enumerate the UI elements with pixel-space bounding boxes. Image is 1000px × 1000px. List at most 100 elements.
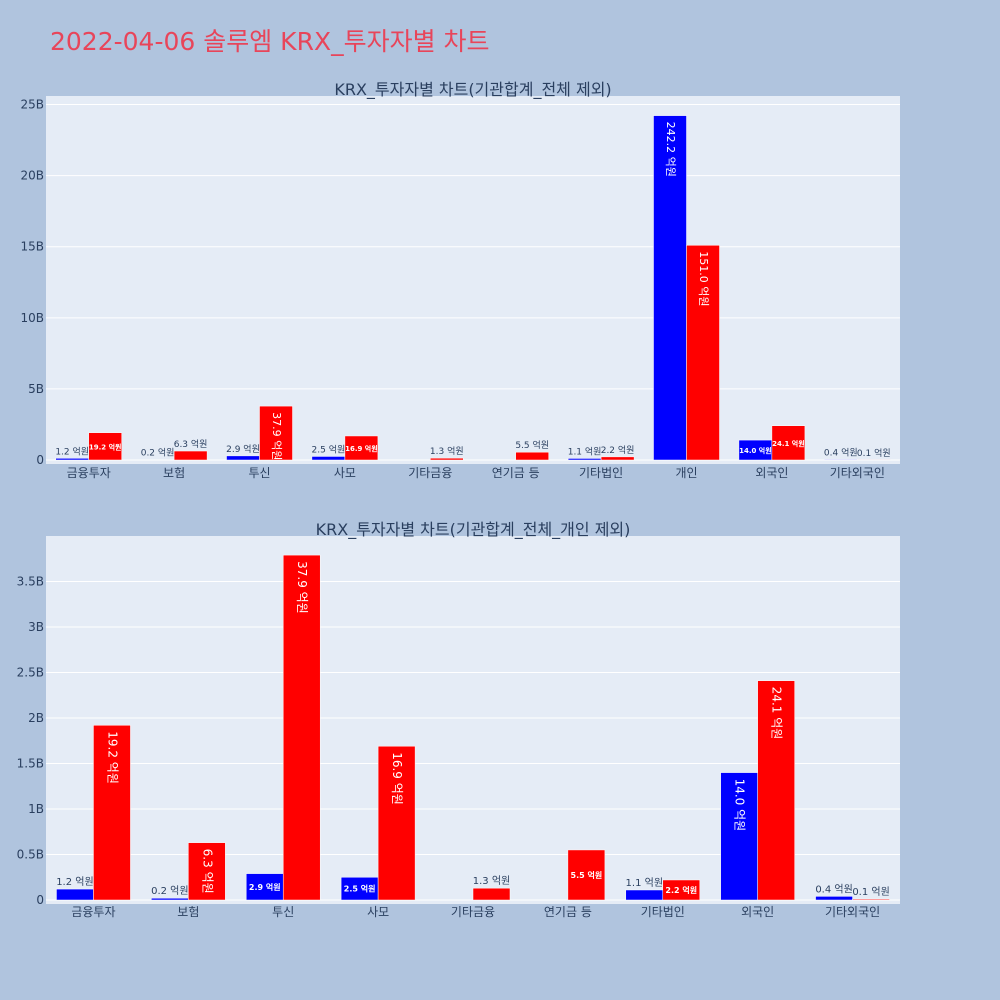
sell-bar (93, 725, 131, 901)
data-label: 0.2 억원 (141, 447, 175, 459)
buy-bar (824, 459, 858, 461)
data-label: 1.2 억원 (56, 876, 93, 888)
x-tick-label: 보험 (163, 466, 185, 480)
sell-bar (852, 898, 890, 901)
buy-bar (815, 896, 853, 901)
data-label: 5.5 억원 (571, 870, 603, 880)
data-label: 1.1 억원 (568, 445, 602, 457)
data-label: 242.2 억원 (664, 122, 677, 177)
data-label: 1.2 억원 (55, 445, 89, 457)
sell-bar (430, 457, 464, 461)
data-label: 6.3 억원 (200, 849, 214, 894)
data-label: 37.9 억원 (295, 561, 309, 614)
buy-bar (625, 889, 664, 901)
sell-bar (515, 451, 549, 461)
y-tick-label: 3.5B (17, 575, 44, 589)
data-label: 0.1 억원 (857, 447, 891, 459)
page-title: 2022-04-06 솔루엠 KRX_투자자별 차트 (50, 27, 490, 56)
chart-2: 0 0.5B 1B 1.5B 2B 2.5B 3B 3.5B KRX_투자자별 차트(기관합계_… (17, 520, 900, 919)
y-tick-label: 0 (36, 453, 44, 467)
sell-bar (686, 245, 720, 461)
data-label: 14.0 억원 (739, 446, 772, 455)
y-tick-label: 2.5B (17, 666, 44, 680)
x-tick-label: 투신 (272, 905, 294, 919)
sell-bar (188, 842, 226, 901)
data-label: 6.3 억원 (174, 438, 208, 450)
x-tick-label: 연기금 등 (492, 466, 540, 480)
data-label: 5.5 억원 (515, 439, 549, 451)
data-label: 16.9 억원 (345, 444, 378, 453)
x-tick-label: 사모 (334, 466, 356, 480)
x-tick-label: 개인 (675, 466, 697, 480)
data-label: 0.4 억원 (824, 446, 858, 458)
x-tick-label: 금융투자 (71, 905, 115, 919)
x-tick-label: 사모 (367, 905, 389, 919)
y-tick-label: 0 (36, 893, 44, 907)
x-tick-label: 기타금융 (408, 466, 452, 480)
sell-bar (282, 554, 321, 901)
x-tick-label: 기타외국인 (830, 466, 885, 480)
data-label: 2.2 억원 (601, 444, 635, 456)
y-tick-label: 1.5B (17, 757, 44, 771)
data-label: 0.2 억원 (151, 885, 188, 897)
buy-bar (151, 897, 189, 901)
buy-bar (311, 456, 346, 461)
plot-area (46, 96, 900, 464)
x-tick-label: 투신 (248, 466, 270, 480)
data-label: 2.9 억원 (226, 443, 260, 455)
data-label: 0.4 억원 (815, 883, 852, 895)
y-tick-label: 20B (20, 169, 44, 183)
sell-bar (600, 456, 635, 461)
x-tick-label: 외국인 (741, 905, 774, 919)
sell-bar (377, 745, 416, 901)
buy-bar (55, 458, 89, 461)
data-label: 16.9 억원 (390, 752, 404, 805)
data-label: 24.1 억원 (770, 687, 784, 740)
x-tick-label: 금융투자 (67, 466, 111, 480)
data-label: 19.2 억원 (105, 731, 119, 784)
sell-bar (344, 435, 379, 461)
sell-bar (88, 432, 122, 461)
buy-bar (567, 458, 602, 461)
buy-bar (245, 873, 284, 901)
data-label: 24.1 억원 (772, 439, 805, 448)
chart-title: KRX_투자자별 차트(기관합계_전체_개인 제외) (316, 520, 631, 540)
data-label: 19.2 억원 (89, 442, 122, 451)
sell-bar (771, 425, 806, 461)
buy-bar (226, 455, 260, 461)
y-tick-label: 0.5B (17, 848, 44, 862)
data-label: 1.3 억원 (473, 875, 510, 887)
sell-bar (662, 879, 701, 901)
chart-title: KRX_투자자별 차트(기관합계_전체 제외) (334, 80, 611, 100)
y-tick-label: 25B (20, 98, 44, 112)
y-tick-label: 5B (28, 382, 44, 396)
y-tick-label: 2B (28, 711, 44, 725)
x-tick-label: 기타외국인 (825, 905, 880, 919)
sell-bar (567, 849, 606, 901)
y-tick-label: 3B (28, 620, 44, 634)
chart-1: 0 5B 10B 15B 20B 25B KRX_투자자별 차트(기관합계_전체 제외) 금융… (20, 80, 900, 480)
x-tick-label: 기타금융 (451, 905, 495, 919)
x-tick-label: 보험 (177, 905, 199, 919)
data-label: 1.3 억원 (430, 445, 464, 457)
buy-bar (653, 115, 687, 461)
x-tick-label: 기타법인 (641, 905, 685, 919)
sell-bar (259, 405, 293, 461)
x-tick-label: 기타법인 (579, 466, 623, 480)
sell-bar (173, 450, 208, 461)
buy-bar (56, 888, 94, 901)
y-tick-label: 1B (28, 802, 44, 816)
data-label: 37.9 억원 (270, 412, 283, 460)
data-label: 14.0 억원 (733, 779, 747, 832)
data-label: 2.9 억원 (249, 882, 281, 892)
x-tick-label: 외국인 (755, 466, 788, 480)
x-tick-label: 연기금 등 (544, 905, 592, 919)
data-label: 151.0 억원 (697, 251, 710, 306)
data-label: 2.5 억원 (344, 884, 376, 894)
data-label: 0.1 억원 (852, 886, 889, 898)
y-tick-label: 10B (20, 311, 44, 325)
y-tick-label: 15B (20, 240, 44, 254)
sell-bar (472, 887, 511, 901)
sell-bar (757, 680, 795, 901)
